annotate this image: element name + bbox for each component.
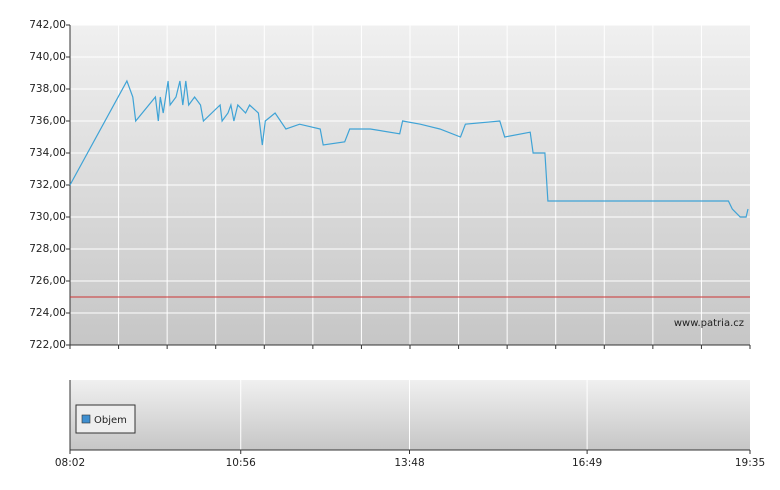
y-tick-label: 732,00	[29, 179, 66, 191]
x-tick-label: 19:35	[735, 457, 765, 469]
y-tick-label: 724,00	[29, 307, 66, 319]
x-tick-label: 08:02	[55, 457, 85, 469]
y-tick-label: 722,00	[29, 339, 66, 351]
legend: Objem	[75, 404, 136, 434]
x-tick-label: 16:49	[572, 457, 602, 469]
y-tick-label: 742,00	[29, 19, 66, 31]
price-line	[69, 79, 749, 218]
legend-label: Objem	[94, 415, 127, 426]
y-tick-label: 740,00	[29, 51, 66, 63]
x-tick-label: 13:48	[394, 457, 424, 469]
y-tick-label: 726,00	[29, 275, 66, 287]
legend-swatch	[81, 414, 91, 424]
x-tick-label: 10:56	[226, 457, 257, 469]
y-tick-label: 736,00	[29, 115, 66, 127]
y-tick-label: 734,00	[29, 147, 66, 159]
y-tick-label: 728,00	[29, 243, 66, 255]
y-tick-label: 730,00	[29, 211, 66, 223]
watermark: www.patria.cz	[674, 318, 744, 329]
y-tick-label: 738,00	[29, 83, 66, 95]
